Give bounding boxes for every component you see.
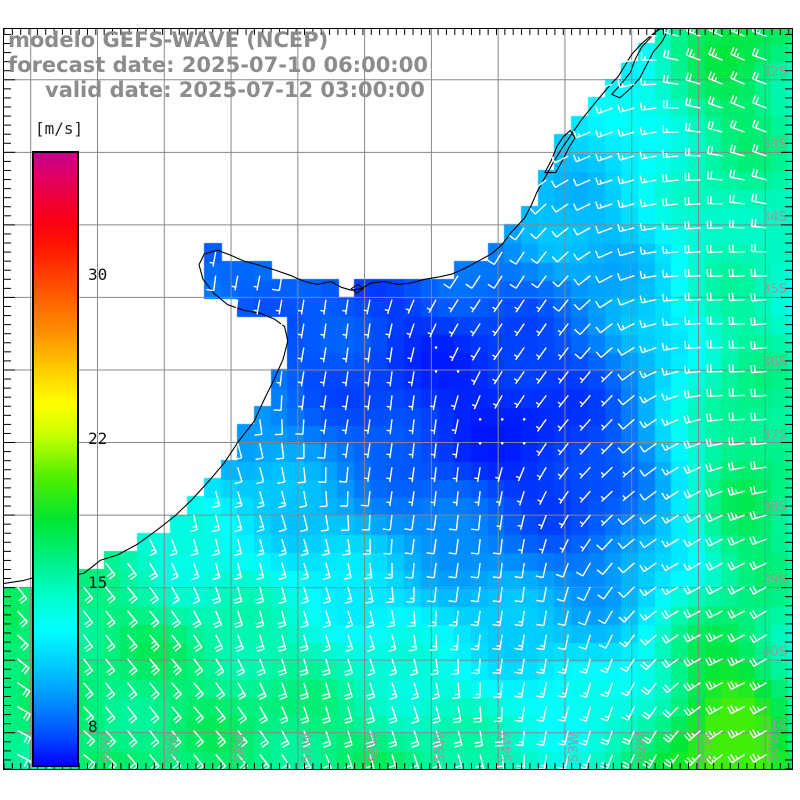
- latitude-label-34S: 34S: [762, 209, 787, 225]
- latitude-label-40S: 40S: [762, 645, 787, 661]
- longitude-label-50W: 50W: [767, 732, 783, 762]
- longitude-label-53W: 53W: [566, 732, 582, 762]
- colorbar-tick-22: 22: [88, 429, 108, 449]
- colorbar-gradient: [32, 151, 79, 767]
- longitude-label-59W: 59W: [166, 732, 182, 762]
- longitude-label-57W: 57W: [299, 732, 315, 762]
- coastline: [4, 29, 670, 585]
- latitude-label-37S: 37S: [762, 427, 787, 443]
- map-overlay-layer: [4, 29, 792, 769]
- colorbar-tick-15: 15: [88, 573, 108, 592]
- colorbar-tick-8: 8: [88, 716, 98, 736]
- longitude-label-51W: 51W: [700, 732, 716, 762]
- map-plot-area[interactable]: [3, 28, 793, 770]
- longitude-label-52W: 52W: [633, 732, 649, 762]
- colorbar-tick-30: 30: [88, 265, 108, 284]
- latitude-label-39S: 39S: [762, 572, 787, 588]
- latitude-label-41S: 41S: [762, 717, 787, 733]
- latitude-label-35S: 35S: [762, 282, 787, 298]
- wind-barbs-layer: [16, 29, 767, 769]
- graticule-gridlines: [4, 29, 792, 769]
- latitude-label-36S: 36S: [762, 354, 787, 370]
- longitude-label-56W: 56W: [366, 732, 382, 762]
- colorbar-units-label: [m/s]: [35, 119, 84, 138]
- longitude-label-58W: 58W: [233, 732, 249, 762]
- latitude-label-32S: 32S: [762, 64, 787, 80]
- longitude-label-60W: 60W: [99, 732, 115, 762]
- longitude-label-55W: 55W: [433, 732, 449, 762]
- latitude-label-33S: 33S: [762, 137, 787, 153]
- latitude-label-38S: 38S: [762, 500, 787, 516]
- axis-tick-marks: [4, 29, 792, 769]
- longitude-label-54W: 54W: [500, 732, 516, 762]
